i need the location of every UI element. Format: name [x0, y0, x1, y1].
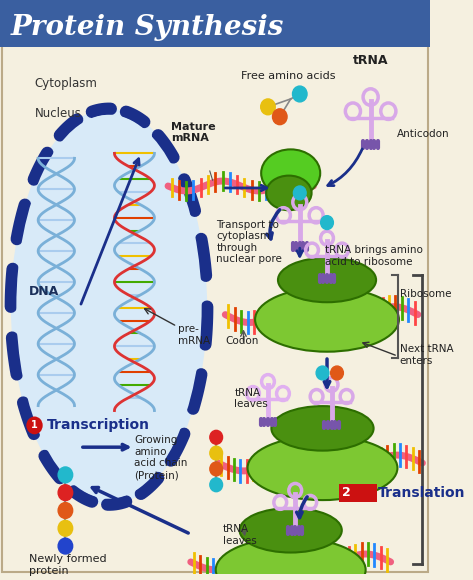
Ellipse shape — [255, 288, 399, 351]
Text: 1: 1 — [31, 420, 38, 430]
Text: pre-
mRNA: pre- mRNA — [178, 324, 210, 346]
Circle shape — [58, 467, 73, 483]
Text: Anticodon: Anticodon — [396, 129, 449, 139]
Circle shape — [58, 502, 73, 519]
Ellipse shape — [247, 436, 397, 500]
Ellipse shape — [261, 150, 320, 197]
Text: Codon: Codon — [225, 336, 259, 346]
Circle shape — [58, 520, 73, 536]
Text: Cytoplasm: Cytoplasm — [35, 77, 97, 90]
Text: Nucleus: Nucleus — [35, 107, 81, 120]
Ellipse shape — [216, 538, 366, 580]
Text: tRNA: tRNA — [352, 55, 388, 67]
Circle shape — [210, 446, 223, 460]
Text: Mature
mRNA: Mature mRNA — [171, 122, 215, 143]
Circle shape — [210, 430, 223, 444]
Text: Growing
amino
acid chain
(Protein): Growing amino acid chain (Protein) — [134, 436, 188, 480]
Ellipse shape — [266, 176, 312, 210]
Text: tRNA
leaves: tRNA leaves — [223, 524, 256, 546]
Text: Next tRNA
enters: Next tRNA enters — [400, 345, 453, 366]
Circle shape — [272, 109, 287, 125]
Ellipse shape — [272, 406, 374, 451]
Circle shape — [316, 366, 329, 380]
Text: Transcription: Transcription — [47, 418, 150, 433]
Text: Ribosome: Ribosome — [400, 289, 451, 299]
Circle shape — [58, 538, 73, 554]
Ellipse shape — [278, 258, 376, 302]
Ellipse shape — [17, 115, 201, 499]
Text: Transport to
cytoplasm
through
nuclear pore: Transport to cytoplasm through nuclear p… — [216, 220, 282, 264]
Circle shape — [26, 416, 43, 434]
Text: tRNA brings amino
acid to ribosome: tRNA brings amino acid to ribosome — [325, 245, 423, 267]
Circle shape — [293, 186, 306, 200]
Ellipse shape — [240, 508, 342, 553]
Text: Free amino acids: Free amino acids — [241, 71, 335, 81]
FancyBboxPatch shape — [339, 484, 377, 502]
Text: DNA: DNA — [29, 285, 59, 298]
Circle shape — [321, 216, 333, 230]
Text: Protein Synthesis: Protein Synthesis — [11, 14, 284, 41]
Circle shape — [210, 478, 223, 492]
Circle shape — [58, 485, 73, 501]
Text: Newly formed
protein: Newly formed protein — [29, 554, 107, 575]
Bar — [0, 0, 429, 48]
Circle shape — [261, 99, 275, 115]
Text: 2: 2 — [342, 486, 350, 499]
Circle shape — [331, 366, 343, 380]
Circle shape — [210, 462, 223, 476]
Text: tRNA
leaves: tRNA leaves — [234, 388, 268, 409]
Circle shape — [292, 86, 307, 102]
Text: Translation: Translation — [378, 485, 465, 500]
Ellipse shape — [11, 109, 207, 505]
